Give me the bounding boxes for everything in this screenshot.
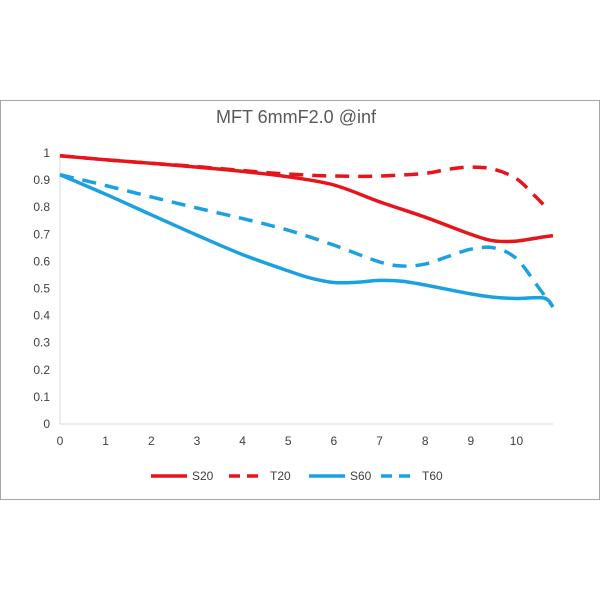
x-tick-label: 7: [376, 434, 383, 448]
legend-label-s60: S60: [350, 469, 372, 483]
x-tick-label: 4: [239, 434, 246, 448]
x-tick-label: 3: [194, 434, 201, 448]
x-tick-label: 0: [57, 434, 64, 448]
y-tick-label: 1: [43, 146, 50, 160]
y-tick-label: 0.7: [33, 227, 50, 241]
chart-frame: [0, 100, 600, 500]
y-tick-labels: 0 0.1 0.2 0.3 0.4 0.5 0.6 0.7 0.8 0.9 1: [33, 146, 50, 431]
legend-label-t60: T60: [422, 469, 443, 483]
x-tick-label: 6: [331, 434, 338, 448]
x-tick-label: 1: [102, 434, 109, 448]
y-tick-label: 0.6: [33, 254, 50, 268]
y-tick-label: 0.1: [33, 390, 50, 404]
chart-title: MFT 6mmF2.0 @inf: [216, 107, 377, 127]
x-tick-label: 9: [467, 434, 474, 448]
series-lines: [59, 153, 555, 309]
x-tick-label: 5: [285, 434, 292, 448]
legend-label-t20: T20: [270, 469, 291, 483]
x-tick-label: 8: [422, 434, 429, 448]
legend: S20 T20 S60 T60: [151, 469, 443, 483]
series-line-t20: [59, 153, 550, 212]
y-tick-label: 0.9: [33, 173, 50, 187]
x-tick-label: 10: [510, 434, 524, 448]
x-tick-labels: 0 1 2 3 4 5 6 7 8 9 10: [57, 434, 524, 448]
y-tick-label: 0.5: [33, 282, 50, 296]
x-tick-label: 2: [148, 434, 155, 448]
legend-label-s20: S20: [192, 469, 214, 483]
y-tick-label: 0: [43, 417, 50, 431]
y-tick-label: 0.8: [33, 200, 50, 214]
y-tick-label: 0.2: [33, 363, 50, 377]
series-line-s60: [59, 173, 555, 309]
y-tick-label: 0.3: [33, 336, 50, 350]
y-tick-label: 0.4: [33, 309, 50, 323]
series-line-t60: [59, 172, 555, 308]
